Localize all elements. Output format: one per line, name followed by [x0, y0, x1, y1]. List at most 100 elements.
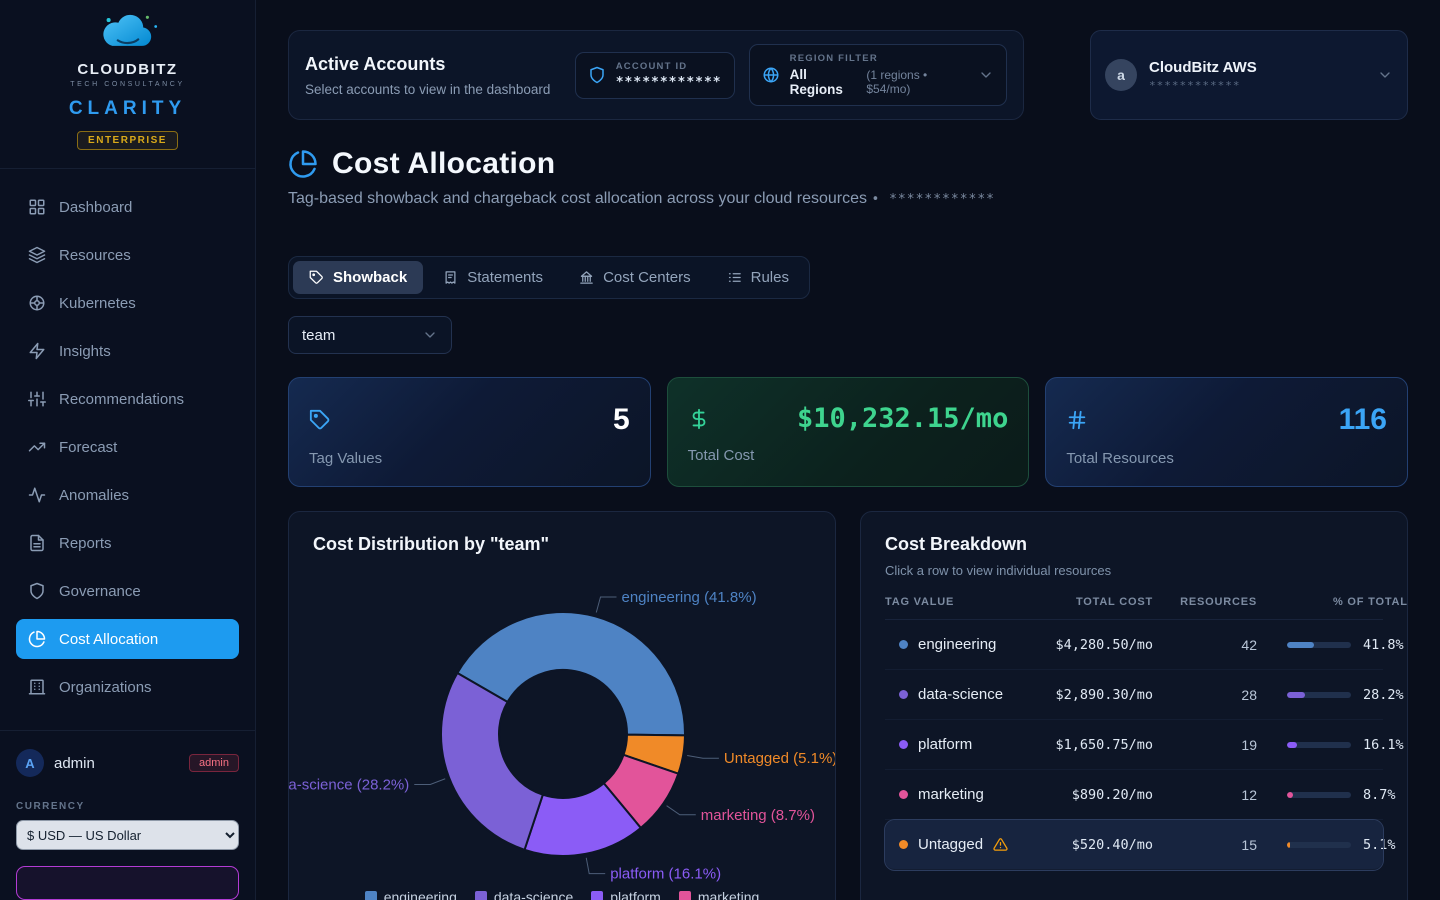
- topbar: Active Accounts Select accounts to view …: [288, 30, 1408, 120]
- nav-icon: [28, 582, 46, 600]
- sidebar-item-reports[interactable]: Reports: [16, 523, 239, 563]
- table-row-marketing[interactable]: marketing $890.20/mo 12 8.7%: [885, 770, 1383, 820]
- account-picker[interactable]: a CloudBitz AWS ************: [1090, 30, 1408, 120]
- donut-label-marketing: marketing (8.7%): [701, 807, 815, 824]
- nav-label: Reports: [59, 535, 112, 552]
- donut-segment-data-science[interactable]: [441, 673, 543, 850]
- tag-name: Untagged: [918, 836, 983, 853]
- region-filter-box[interactable]: REGION FILTER All Regions (1 regions • $…: [749, 44, 1007, 106]
- tag-key-value: team: [302, 327, 335, 344]
- row-resources: 15: [1165, 837, 1277, 853]
- tab-cost-centers[interactable]: Cost Centers: [563, 261, 707, 294]
- row-cost: $890.20/mo: [1055, 787, 1165, 803]
- user-row[interactable]: A admin admin: [16, 749, 239, 777]
- globe-icon: [762, 66, 780, 84]
- nav-icon: [28, 294, 46, 312]
- sidebar-item-insights[interactable]: Insights: [16, 331, 239, 371]
- nav-label: Anomalies: [59, 487, 129, 504]
- pct-bar: [1287, 792, 1351, 798]
- sidebar-item-resources[interactable]: Resources: [16, 235, 239, 275]
- sidebar-nav: Dashboard Resources Kubernetes Insights …: [0, 169, 255, 715]
- col-total-cost: TOTAL COST: [1055, 596, 1165, 608]
- breakdown-subtitle: Click a row to view individual resources: [885, 563, 1383, 578]
- nav-icon: [28, 342, 46, 360]
- sidebar-item-cost-allocation[interactable]: Cost Allocation: [16, 619, 239, 659]
- page-title: Cost Allocation: [332, 147, 555, 181]
- hash-icon: [1066, 409, 1088, 431]
- sidebar-item-governance[interactable]: Governance: [16, 571, 239, 611]
- sidebar-item-dashboard[interactable]: Dashboard: [16, 187, 239, 227]
- sidebar-bottom-button[interactable]: [16, 866, 239, 900]
- breakdown-title: Cost Breakdown: [885, 534, 1383, 555]
- tab-statements[interactable]: Statements: [427, 261, 559, 294]
- tag-color-dot: [899, 740, 908, 749]
- legend-swatch: [679, 891, 691, 900]
- bottom-panels: Cost Distribution by "team" engineering …: [288, 511, 1408, 900]
- plan-badge: ENTERPRISE: [77, 131, 178, 150]
- tag-values-count: 5: [613, 403, 630, 437]
- tag-color-dot: [899, 790, 908, 799]
- currency-select[interactable]: $ USD — US Dollar: [16, 820, 239, 850]
- nav-icon: [28, 246, 46, 264]
- col-resources: RESOURCES: [1165, 596, 1277, 608]
- legend-item-marketing: marketing: [679, 889, 759, 900]
- table-row-platform[interactable]: platform $1,650.75/mo 19 16.1%: [885, 720, 1383, 770]
- row-pct-cell: 28.2%: [1277, 687, 1408, 703]
- legend-item-platform: platform: [591, 889, 661, 900]
- chevron-down-icon: [978, 67, 994, 83]
- tab-icon: [727, 270, 742, 285]
- table-row-untagged[interactable]: Untagged $520.40/mo 15 5.1%: [885, 820, 1383, 870]
- account-id-label: ACCOUNT ID: [616, 61, 722, 72]
- table-row-engineering[interactable]: engineering $4,280.50/mo 42 41.8%: [885, 620, 1383, 670]
- nav-label: Organizations: [59, 679, 152, 696]
- active-accounts-title: Active Accounts: [305, 54, 561, 75]
- nav-icon: [28, 390, 46, 408]
- sidebar-item-recommendations[interactable]: Recommendations: [16, 379, 239, 419]
- tag-key-select[interactable]: team: [288, 316, 452, 354]
- tag-values-label: Tag Values: [309, 450, 630, 467]
- nav-label: Insights: [59, 343, 111, 360]
- row-cost: $2,890.30/mo: [1055, 687, 1165, 703]
- row-pct: 5.1%: [1363, 837, 1396, 853]
- tab-label: Rules: [751, 269, 789, 286]
- account-id-box[interactable]: ACCOUNT ID ************: [575, 52, 735, 99]
- row-resources: 12: [1165, 787, 1277, 803]
- account-id-value: ************: [616, 75, 722, 90]
- legend-swatch: [475, 891, 487, 900]
- currency-label: CURRENCY: [16, 801, 239, 812]
- donut-label-line: [667, 806, 696, 815]
- donut-label-engineering: engineering (41.8%): [622, 589, 757, 606]
- row-pct-cell: 16.1%: [1277, 737, 1408, 753]
- role-badge: admin: [189, 754, 239, 772]
- sidebar-item-kubernetes[interactable]: Kubernetes: [16, 283, 239, 323]
- row-pct-cell: 41.8%: [1277, 637, 1408, 653]
- pct-bar: [1287, 842, 1351, 848]
- sidebar-item-anomalies[interactable]: Anomalies: [16, 475, 239, 515]
- sidebar-item-organizations[interactable]: Organizations: [16, 667, 239, 707]
- product-name: CLARITY: [16, 98, 239, 120]
- nav-icon: [28, 630, 46, 648]
- stat-cards: 5 Tag Values $10,232.15/mo Total Cost 11…: [288, 377, 1408, 487]
- nav-label: Cost Allocation: [59, 631, 158, 648]
- pie-chart-icon: [288, 149, 318, 179]
- tab-rules[interactable]: Rules: [711, 261, 805, 294]
- total-cost-value: $10,232.15/mo: [797, 403, 1008, 434]
- nav-icon: [28, 678, 46, 696]
- row-resources: 42: [1165, 637, 1277, 653]
- tab-showback[interactable]: Showback: [293, 261, 423, 294]
- row-pct: 8.7%: [1363, 787, 1396, 803]
- legend-label: marketing: [698, 889, 759, 900]
- chevron-down-icon: [422, 327, 438, 343]
- tab-bar: Showback Statements Cost Centers Rules: [288, 256, 810, 299]
- table-row-data-science[interactable]: data-science $2,890.30/mo 28 28.2%: [885, 670, 1383, 720]
- dollar-icon: [688, 408, 710, 430]
- page-subtitle-masked: • ************: [871, 192, 995, 207]
- nav-label: Forecast: [59, 439, 117, 456]
- donut-chart: engineering (41.8%)Untagged (5.1%)market…: [289, 556, 836, 900]
- row-pct-cell: 5.1%: [1277, 837, 1408, 853]
- page-subtitle-text: Tag-based showback and chargeback cost a…: [288, 190, 867, 207]
- col-tag-value: TAG VALUE: [885, 596, 1055, 608]
- sidebar-item-forecast[interactable]: Forecast: [16, 427, 239, 467]
- account-avatar: a: [1105, 59, 1137, 91]
- nav-label: Recommendations: [59, 391, 184, 408]
